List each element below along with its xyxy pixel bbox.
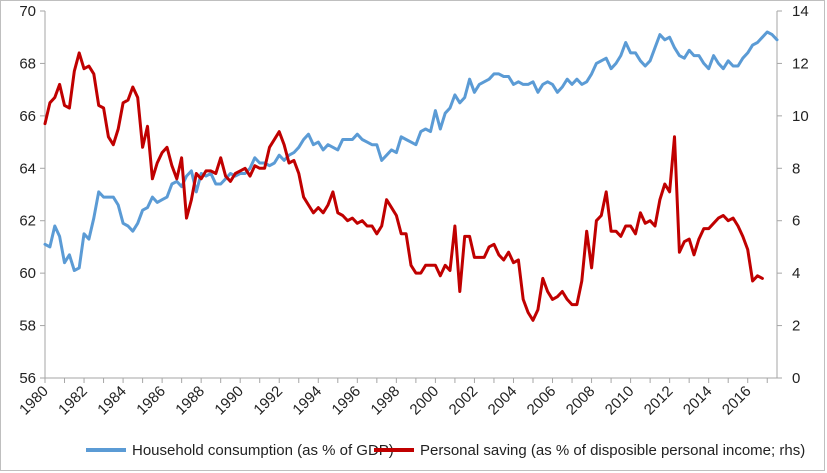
axes — [40, 10, 782, 383]
legend-swatch-consumption — [86, 448, 126, 452]
x-tick-label: 2012 — [641, 383, 677, 419]
x-tick-label: 1980 — [16, 383, 52, 419]
y-right-tick-label: 2 — [792, 318, 800, 335]
y-right-tick-label: 14 — [792, 3, 809, 20]
x-tick-label: 1984 — [94, 383, 130, 419]
x-tick-label: 1998 — [368, 383, 404, 419]
legend-item-consumption: Household consumption (as % of GDP) — [86, 437, 394, 463]
x-tick-label: 2014 — [680, 383, 716, 419]
x-tick-label: 1986 — [133, 383, 169, 419]
y-left-tick-label: 70 — [19, 3, 36, 20]
series-line-consumption — [43, 30, 779, 272]
y-left-tick-label: 56 — [19, 370, 36, 387]
x-tick-label: 2000 — [407, 383, 443, 419]
y-left-tick-label: 60 — [19, 265, 36, 282]
x-tick-label: 1996 — [329, 383, 365, 419]
legend-label-saving: Personal saving (as % of disposible pers… — [420, 441, 806, 459]
y-right-tick-label: 0 — [792, 370, 800, 387]
series-lines — [43, 30, 779, 322]
series-line-saving — [43, 51, 764, 322]
legend-swatch-saving — [374, 448, 414, 452]
legend: Household consumption (as % of GDP) Pers… — [0, 437, 827, 463]
y-left-tick-label: 58 — [19, 318, 36, 335]
x-tick-label: 1990 — [211, 383, 247, 419]
y-right-tick-label: 10 — [792, 108, 809, 125]
x-tick-label: 2010 — [602, 383, 638, 419]
legend-label-consumption: Household consumption (as % of GDP) — [132, 441, 394, 459]
x-tick-label: 1988 — [172, 383, 208, 419]
x-tick-label: 2006 — [524, 383, 560, 419]
legend-item-saving: Personal saving (as % of disposible pers… — [374, 437, 805, 463]
x-tick-label: 1982 — [55, 383, 91, 419]
y-left-tick-label: 64 — [19, 160, 36, 177]
y-right-tick-label: 8 — [792, 160, 800, 177]
y-left-tick-label: 66 — [19, 108, 36, 125]
y-left-tick-label: 62 — [19, 213, 36, 230]
x-tick-label: 2016 — [719, 383, 755, 419]
y-right-tick-label: 12 — [792, 55, 809, 72]
x-tick-label: 2004 — [485, 383, 521, 419]
y-right-tick-label: 6 — [792, 213, 800, 230]
x-tick-label: 2008 — [563, 383, 599, 419]
x-tick-label: 1992 — [250, 383, 286, 419]
y-right-tick-label: 4 — [792, 265, 800, 282]
x-tick-label: 1994 — [289, 383, 325, 419]
y-left-tick-label: 68 — [19, 55, 36, 72]
x-tick-label: 2002 — [446, 383, 482, 419]
